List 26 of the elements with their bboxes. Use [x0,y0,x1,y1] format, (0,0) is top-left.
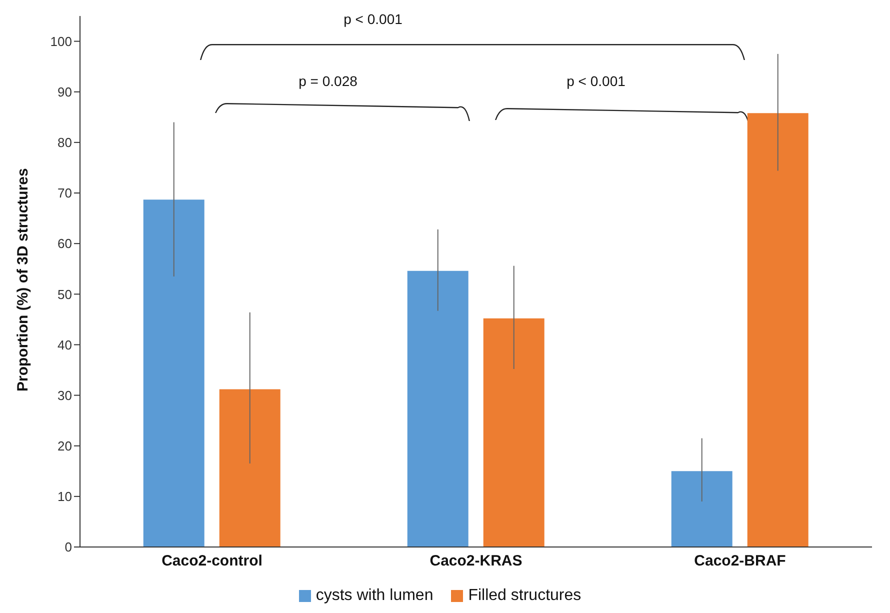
y-tick-label: 20 [58,438,72,454]
bar [671,471,732,547]
y-axis-title: Proportion (%) of 3D structures [14,168,32,392]
annotation: p < 0.001 [566,73,626,89]
annotation: p < 0.001 [344,11,403,27]
x-tick-label: Caco2-control [162,552,262,570]
y-tick-label: 0 [64,540,72,555]
y-tick-label: 50 [58,286,72,302]
bar [219,389,280,547]
x-tick-label: Caco2-BRAF [694,552,786,570]
bar [483,318,544,547]
y-tick-label: 100 [50,34,72,49]
y-tick-label: 70 [58,186,72,201]
bar [407,270,468,547]
y-tick-label: 10 [58,489,72,504]
legend-label: Filled structures [468,587,582,605]
y-tick-label: 30 [58,388,72,403]
y-tick-label: 40 [58,337,72,352]
bar [143,200,204,547]
x-tick-label: Caco2-KRAS [430,552,522,570]
legend-label: cysts with lumen [316,587,434,605]
bar [747,113,808,547]
y-tick-label: 80 [58,135,72,150]
annotation: p = 0.028 [298,73,358,89]
y-tick-label: 60 [58,236,72,252]
y-tick-label: 90 [58,84,72,100]
